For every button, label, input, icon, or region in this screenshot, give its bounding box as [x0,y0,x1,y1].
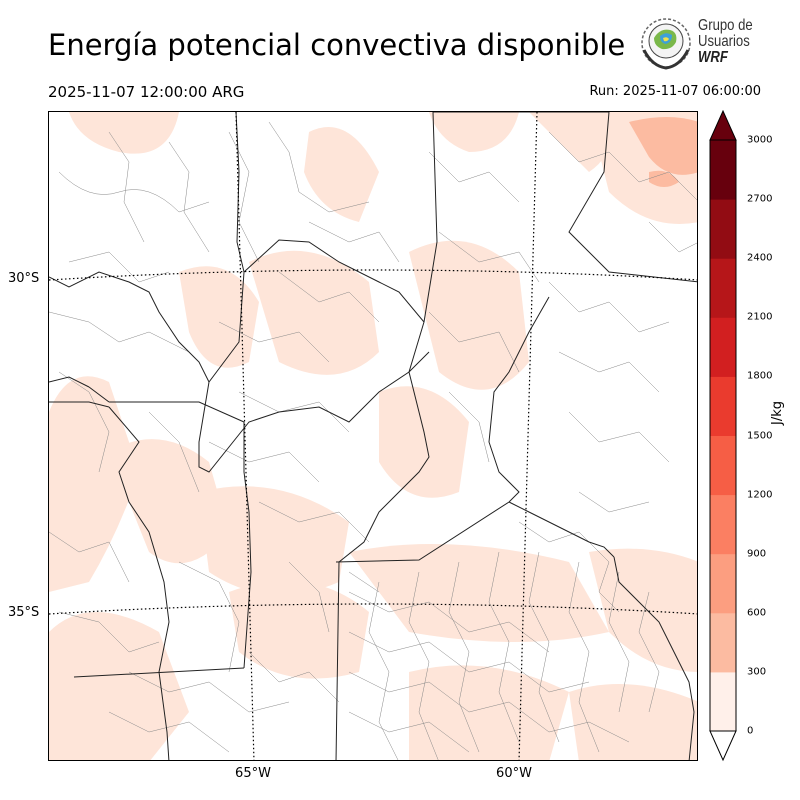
cape-patch [49,612,189,760]
meridian-65w [235,112,255,760]
colorbar-tick-label: 900 [747,548,767,560]
boundary-line [433,112,697,283]
boundary-line [49,401,110,408]
cape-patch [409,240,529,390]
colorbar-tick-label: 600 [747,607,767,619]
colorbar-tick-label: 0 [747,725,754,737]
colorbar-band [710,494,736,555]
lon-label-65w: 65°W [235,766,271,781]
colorbar-band [710,199,736,259]
colorbar-tick-label: 2400 [747,252,773,264]
boundary-line [613,556,695,760]
boundary-line [49,271,210,383]
lat-label-35s: 35°S [8,605,40,620]
colorbar-band [710,258,736,318]
colorbar-band [710,140,736,200]
map-title: Energía potencial convectiva disponible [48,28,626,62]
parallel-35s [49,603,697,615]
colorbar-under-triangle [709,730,737,762]
boundary-line [488,296,550,503]
boundary-line [108,406,170,760]
colorbar-tick-label: 3000 [747,134,773,146]
cape-patch [304,127,379,222]
wrf-users-logo: Grupo de Usuarios WRF [638,16,758,74]
cape-patch-high [629,117,697,175]
county-boundaries [49,121,697,760]
boundary-line [423,112,438,323]
colorbar-band [710,435,736,496]
run-time: Run: 2025-11-07 06:00:00 [589,84,761,99]
map-panel [48,111,698,761]
boundary-line [49,376,90,388]
graticule [49,112,697,760]
logo-text: Grupo de Usuarios WRF [698,18,753,66]
cape-patch [229,580,369,679]
boundary-line [88,386,110,403]
colorbar-band [710,671,736,732]
cape-patch [589,548,697,672]
boundary-line [109,401,252,669]
cape-patch [529,112,612,172]
colorbar-tick-label: 1200 [747,489,773,501]
cape-patch [69,112,179,154]
boundary-line [73,667,245,678]
cape-patch [109,439,229,564]
boundary-line [243,239,425,373]
cape-patch [249,250,379,375]
colorbar-tick-label: 1500 [747,430,773,441]
valid-time: 2025-11-07 12:00:00 ARG [48,83,245,101]
colorbar-tick-label: 2700 [747,193,773,205]
logo-line-2: Usuarios [698,33,750,50]
colorbar-frame [709,139,737,732]
meridian-60w [518,112,538,760]
cape-patch [429,112,519,152]
colorbar-segments [710,140,736,732]
parallel-30s [49,269,697,281]
boundary-line [508,501,615,558]
province-boundaries [49,112,697,760]
logo-line-1: Grupo de [698,17,753,34]
colorbar-band [710,376,736,436]
lat-label-30s: 30°S [8,271,40,286]
colorbar-tick-label: 2100 [747,311,773,323]
colorbar-tick-label: 1800 [747,370,773,382]
colorbar-band [710,612,736,673]
cape-patch [49,376,139,592]
colorbar-unit-label: J/kg [770,401,785,425]
map-canvas [49,112,697,760]
boundary-line [198,351,430,473]
boundary-line [335,371,430,760]
lon-label-60w: 60°W [496,766,532,781]
cape-patch [199,486,349,595]
colorbar-band [710,317,736,377]
cape-field [49,112,697,760]
colorbar-over-triangle [709,110,737,141]
colorbar-band [710,553,736,614]
boundary-line [335,501,510,563]
logo-line-3: WRF [698,49,728,66]
cape-patch [409,665,569,760]
cape-patch [379,386,469,498]
colorbar-tick-label: 300 [747,666,767,678]
cape-patch [179,266,259,368]
cape-patch [349,544,609,642]
colorbar [709,110,737,762]
globe-laurel-icon [641,18,691,70]
cape-patch [569,684,697,760]
